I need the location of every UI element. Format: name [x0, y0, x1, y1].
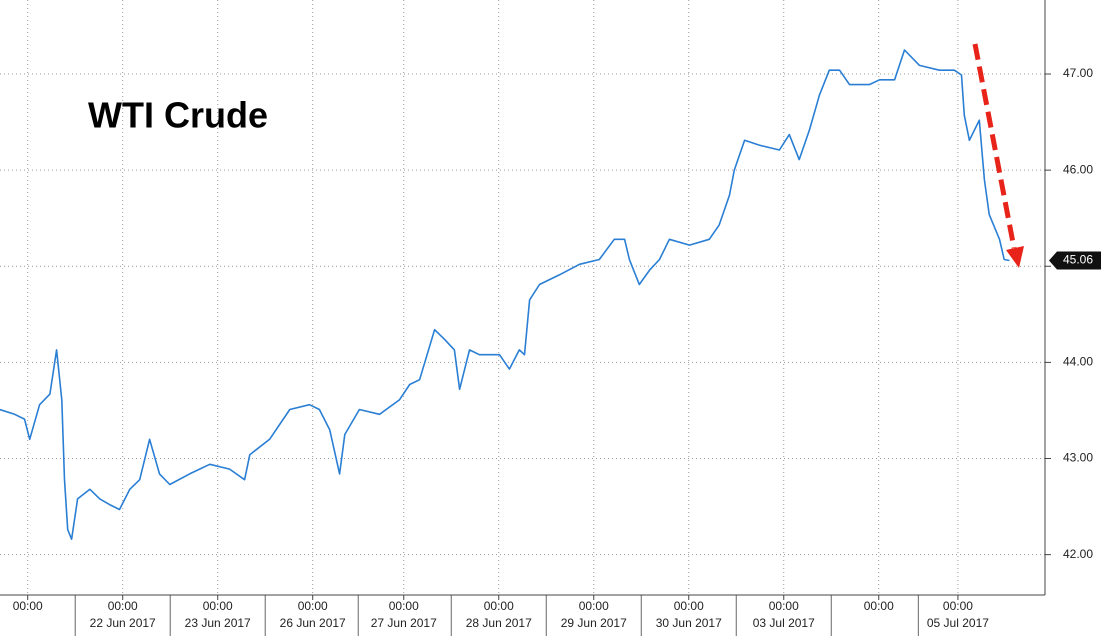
- y-tick-label: 47.00: [1063, 66, 1093, 80]
- x-tick-label: 00:00: [674, 599, 704, 613]
- x-date-label: 30 Jun 2017: [656, 616, 722, 630]
- trend-arrow: [972, 43, 1024, 268]
- x-tick-label: 00:00: [13, 599, 43, 613]
- x-date-label: 05 Jul 2017: [927, 616, 989, 630]
- y-tick-label: 44.00: [1063, 355, 1093, 369]
- x-tick-label: 00:00: [864, 599, 894, 613]
- x-tick-label: 00:00: [108, 599, 138, 613]
- chart-title: WTI Crude: [88, 95, 268, 136]
- last-price-tag: [1049, 251, 1101, 270]
- last-price-label: 45.06: [1063, 253, 1093, 267]
- x-tick-label: 00:00: [769, 599, 799, 613]
- x-tick-label: 00:00: [484, 599, 514, 613]
- arrow-head: [1006, 246, 1024, 268]
- x-tick-label: 00:00: [943, 599, 973, 613]
- x-tick-label: 00:00: [203, 599, 233, 613]
- x-tick-label: 00:00: [298, 599, 328, 613]
- y-tick-label: 43.00: [1063, 451, 1093, 465]
- x-date-label: 26 Jun 2017: [280, 616, 346, 630]
- price-line: [0, 49, 1010, 540]
- y-tick-label: 42.00: [1063, 547, 1093, 561]
- x-date-label: 29 Jun 2017: [561, 616, 627, 630]
- x-date-label: 28 Jun 2017: [466, 616, 532, 630]
- x-date-label: 22 Jun 2017: [90, 616, 156, 630]
- arrow-shaft: [972, 43, 1017, 249]
- x-tick-label: 00:00: [389, 599, 419, 613]
- y-tick-label: 46.00: [1063, 162, 1093, 176]
- x-tick-label: 00:00: [579, 599, 609, 613]
- x-date-label: 23 Jun 2017: [185, 616, 251, 630]
- x-date-label: 27 Jun 2017: [371, 616, 437, 630]
- x-date-label: 03 Jul 2017: [753, 616, 815, 630]
